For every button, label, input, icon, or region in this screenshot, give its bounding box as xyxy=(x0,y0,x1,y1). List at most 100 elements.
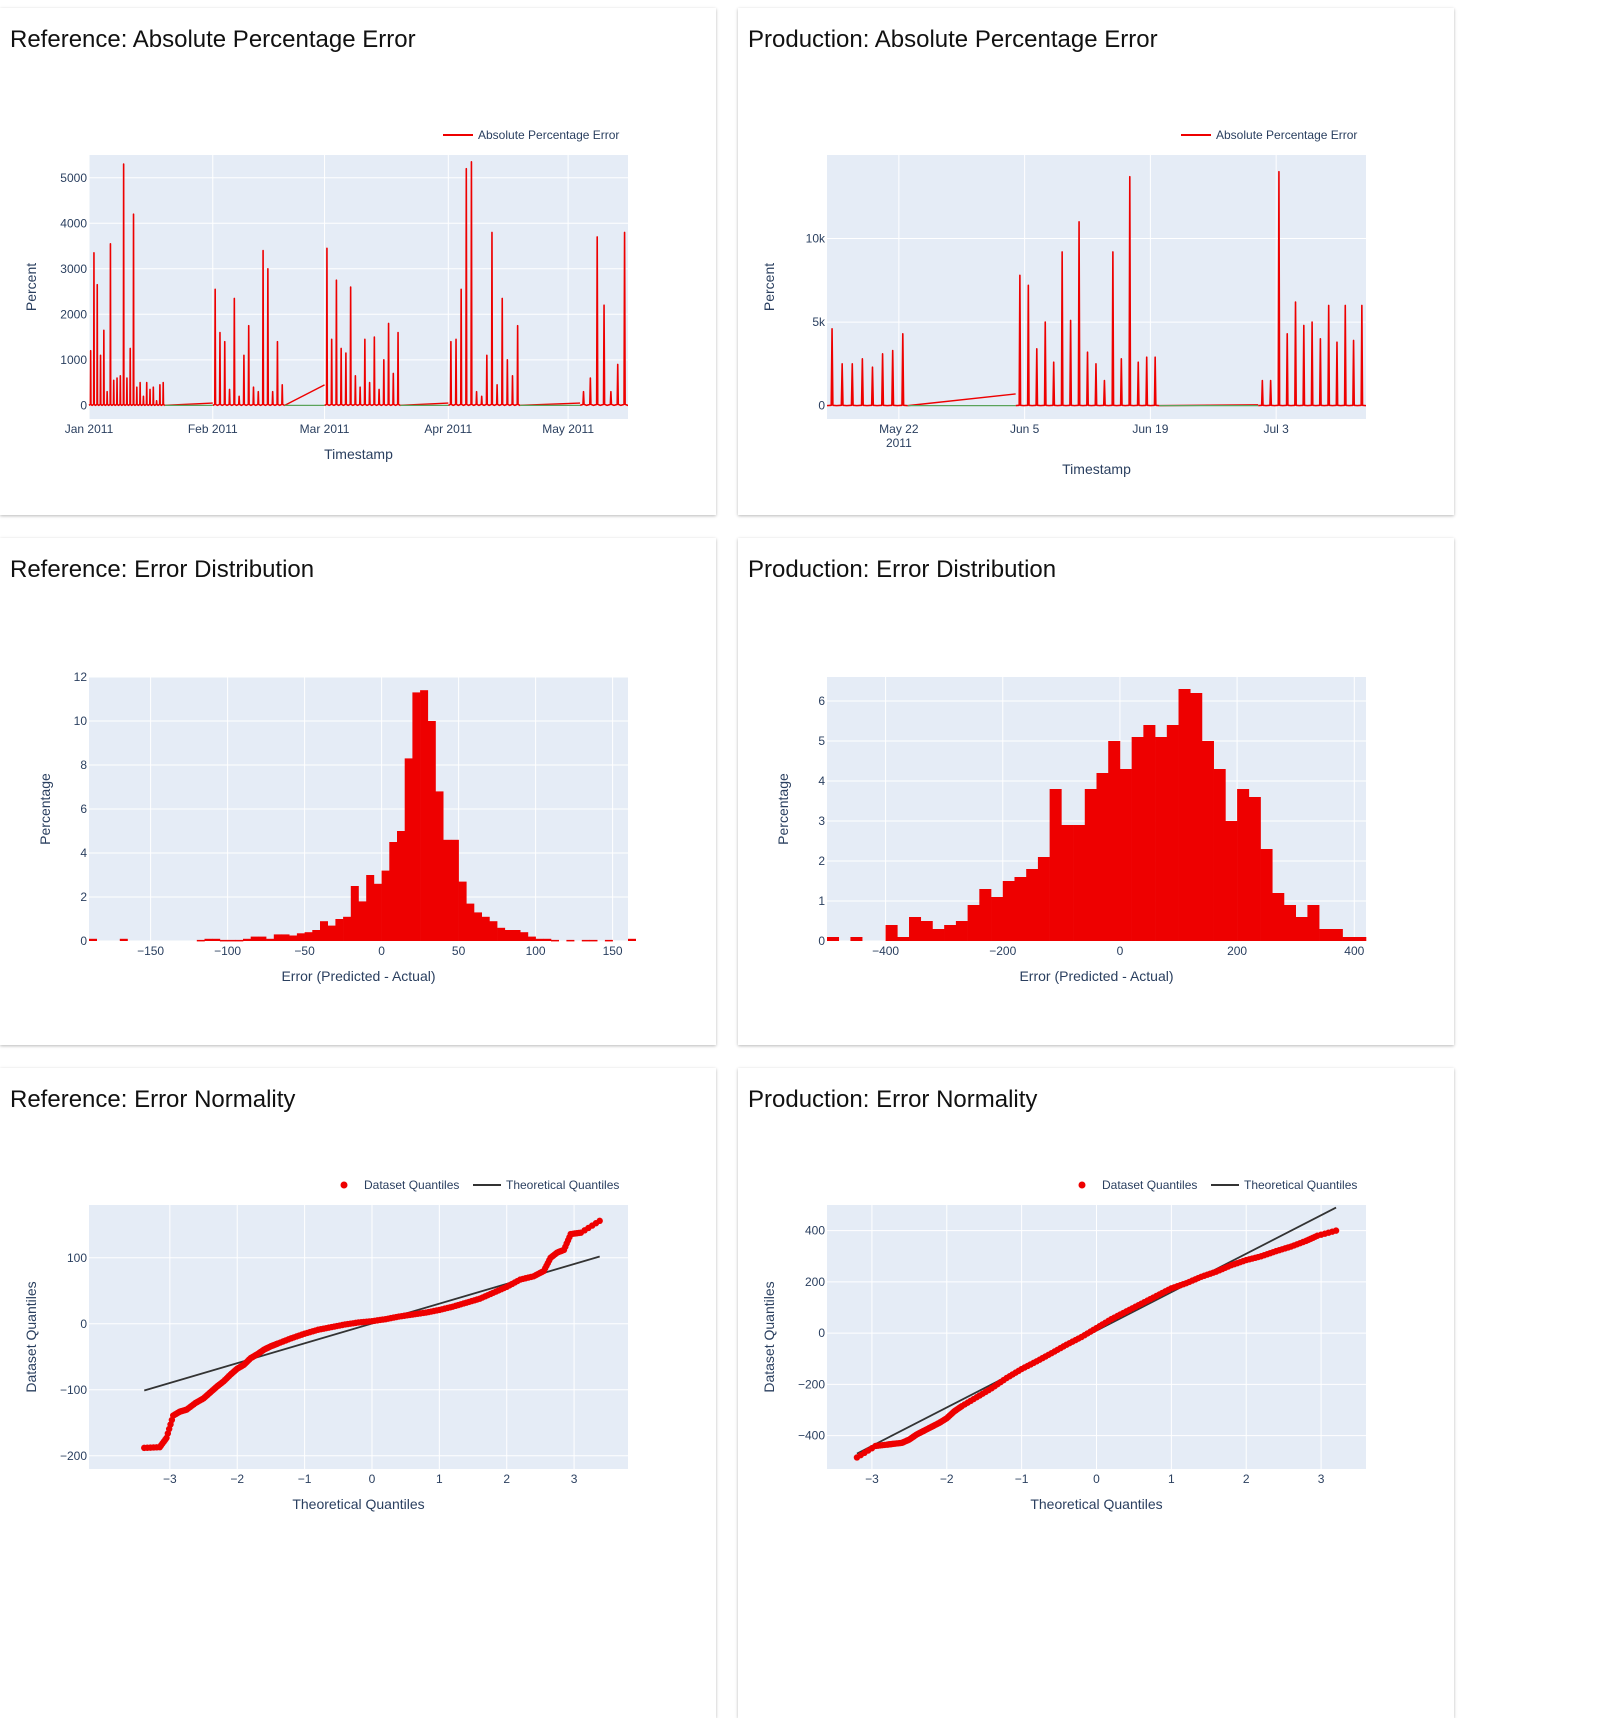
x-tick-label: −3 xyxy=(163,1472,177,1486)
x-tick-label: Jul 3 xyxy=(1263,422,1289,436)
histogram-bar xyxy=(1155,737,1168,941)
histogram-bar xyxy=(932,929,945,941)
y-axis-title: Percent xyxy=(23,263,39,311)
histogram-bar xyxy=(320,921,328,941)
histogram-bar xyxy=(944,925,957,941)
dataset-quantile-point xyxy=(868,1445,876,1452)
x-tick-label: −1 xyxy=(298,1472,312,1486)
x-axis-title: Error (Predicted - Actual) xyxy=(281,968,435,984)
histogram-bar xyxy=(504,930,513,941)
histogram-bar xyxy=(1354,937,1367,941)
histogram-bar xyxy=(604,939,613,942)
histogram-bar xyxy=(258,936,267,941)
histogram-bar xyxy=(1026,869,1039,941)
y-tick-label: 4 xyxy=(80,846,87,860)
dataset-quantile-point xyxy=(1225,1263,1232,1270)
x-tick-label: 2 xyxy=(1243,1472,1250,1486)
histogram-bar xyxy=(967,905,980,941)
histogram-bar xyxy=(1037,857,1050,941)
chart-svg: −3 −2 −1 0 1 2 3 −400 −200 0 200 400 Theoretical Qua… xyxy=(761,1178,1366,1512)
y-tick-label: 12 xyxy=(74,670,88,684)
dataset-quantile-point xyxy=(1030,1359,1037,1367)
y-tick-label: 5 xyxy=(818,734,825,748)
dataset-quantile-point xyxy=(419,1309,427,1317)
histogram-bar xyxy=(955,921,968,941)
legend-label: Dataset Quantiles xyxy=(364,1178,459,1192)
dataset-quantile-point xyxy=(1105,1317,1112,1325)
histogram-bar xyxy=(850,937,863,941)
y-tick-label: 1000 xyxy=(60,353,87,367)
histogram-bar xyxy=(296,933,305,941)
y-tick-label: 2 xyxy=(80,890,87,904)
dataset-quantile-point xyxy=(312,1327,319,1334)
dataset-quantile-point xyxy=(592,1220,600,1227)
histogram-bar xyxy=(89,938,97,941)
histogram-bar xyxy=(1260,849,1273,941)
histogram-bar xyxy=(581,939,590,942)
dataset-quantile-point xyxy=(487,1290,494,1298)
dataset-quantile-point xyxy=(473,1296,481,1303)
chart-card-prod-norm: Production: Error Normality −3 −2 −1 0 1 2 3 −4… xyxy=(738,1068,1454,1718)
y-tick-label: 3000 xyxy=(60,262,87,276)
x-axis-title: Error (Predicted - Actual) xyxy=(1019,968,1173,984)
y-tick-label: −200 xyxy=(798,1377,825,1391)
histogram-bar xyxy=(474,912,482,941)
dataset-quantile-point xyxy=(1015,1367,1022,1375)
legend-label: Theoretical Quantiles xyxy=(506,1178,619,1192)
y-tick-label: 100 xyxy=(67,1251,87,1265)
histogram-bar xyxy=(243,938,251,941)
histogram-bar xyxy=(1178,689,1191,941)
legend-label: Theoretical Quantiles xyxy=(1244,1178,1357,1192)
histogram-bar xyxy=(628,938,636,941)
histogram-bar xyxy=(273,934,282,941)
histogram-bar xyxy=(204,938,213,941)
dataset-quantile-point xyxy=(161,1436,169,1444)
dataset-quantile-point xyxy=(1060,1343,1067,1350)
dataset-quantile-point xyxy=(1210,1269,1217,1276)
histogram-bar xyxy=(327,925,336,941)
dataset-quantile-point xyxy=(325,1324,333,1331)
y-tick-label: 4000 xyxy=(60,216,87,230)
histogram-bar xyxy=(1119,769,1132,941)
x-tick-label: −3 xyxy=(865,1472,879,1486)
chart-svg: −400 −200 0 200 400 0 1 2 3 4 5 6 Error (Predicted -… xyxy=(775,677,1367,984)
dataset-quantile-point xyxy=(1000,1376,1007,1384)
histogram-bar xyxy=(304,932,313,941)
histogram-bar xyxy=(381,870,390,941)
histogram-bar xyxy=(119,938,128,941)
x-tick-label: Apr 2011 xyxy=(424,422,472,436)
histogram-bar xyxy=(589,939,598,942)
y-tick-label: 200 xyxy=(805,1275,825,1289)
dataset-quantile-point xyxy=(1180,1281,1187,1288)
y-tick-label: 0 xyxy=(818,399,825,413)
x-tick-label: 50 xyxy=(452,944,466,958)
ape-series-segment xyxy=(579,231,629,407)
x-tick-label: 100 xyxy=(526,944,546,958)
histogram-bar xyxy=(335,919,344,941)
y-tick-label: −200 xyxy=(60,1449,87,1463)
y-tick-label: 10 xyxy=(74,714,88,728)
histogram-bar xyxy=(404,758,413,941)
x-tick-label: 400 xyxy=(1344,944,1364,958)
chart-svg: −3 −2 −1 0 1 2 3 −200 −100 0 100 Theoretical Quanti… xyxy=(23,1178,628,1512)
histogram-bar xyxy=(212,938,221,941)
dataset-quantile-point xyxy=(1045,1351,1052,1358)
y-axis-title: Percent xyxy=(761,263,777,311)
histogram-bar xyxy=(1190,693,1203,941)
dataset-quantile-point xyxy=(1255,1253,1262,1261)
chart-title: Reference: Error Distribution xyxy=(10,556,315,583)
legend-marker-swatch xyxy=(340,1181,348,1189)
y-tick-label: 0 xyxy=(818,1326,825,1340)
histogram-bar xyxy=(1143,725,1156,941)
histogram-bar xyxy=(1014,877,1027,941)
chart-title: Reference: Absolute Percentage Error xyxy=(10,26,416,53)
histogram-bar xyxy=(266,938,275,941)
histogram-bar xyxy=(1084,789,1097,941)
x-tick-label: 0 xyxy=(369,1472,376,1486)
dataset-quantile-point xyxy=(1135,1302,1142,1309)
histogram-bar xyxy=(235,939,244,942)
dataset-quantile-point xyxy=(1075,1335,1082,1342)
histogram-bar xyxy=(527,936,536,941)
dataset-quantile-point xyxy=(433,1307,440,1314)
y-tick-label: 400 xyxy=(805,1224,825,1238)
